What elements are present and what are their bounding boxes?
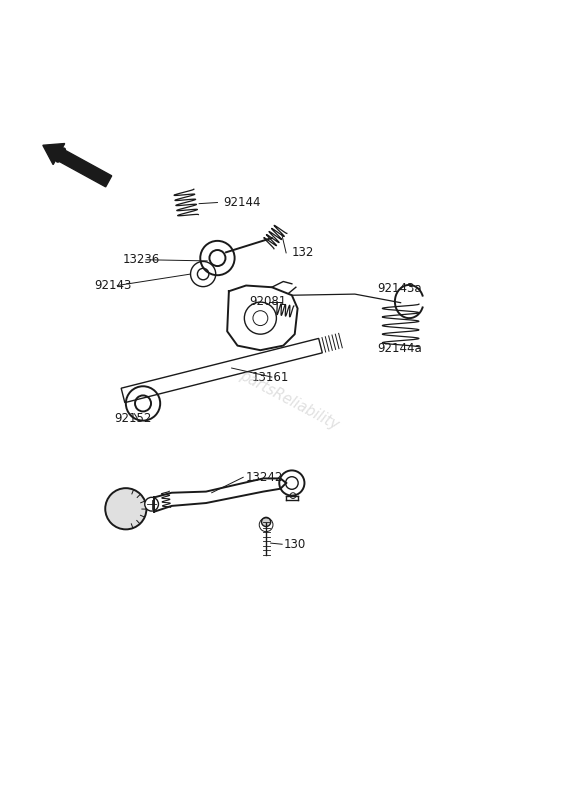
Polygon shape [121, 338, 323, 402]
Circle shape [144, 498, 158, 511]
Text: 92143a: 92143a [378, 282, 423, 295]
Text: 92144a: 92144a [378, 342, 423, 355]
Text: partsReliability: partsReliability [237, 367, 341, 433]
Ellipse shape [105, 488, 146, 530]
Text: 13236: 13236 [123, 254, 160, 266]
Text: 130: 130 [283, 538, 306, 550]
Text: 13161: 13161 [252, 370, 289, 384]
Text: 92152: 92152 [114, 412, 152, 425]
Text: 92081: 92081 [249, 295, 286, 308]
Text: 132: 132 [292, 246, 314, 259]
FancyArrow shape [43, 143, 112, 187]
Circle shape [261, 518, 271, 526]
Text: 13242: 13242 [246, 470, 283, 484]
Text: 92143: 92143 [94, 279, 132, 292]
Text: 92144: 92144 [223, 196, 261, 209]
